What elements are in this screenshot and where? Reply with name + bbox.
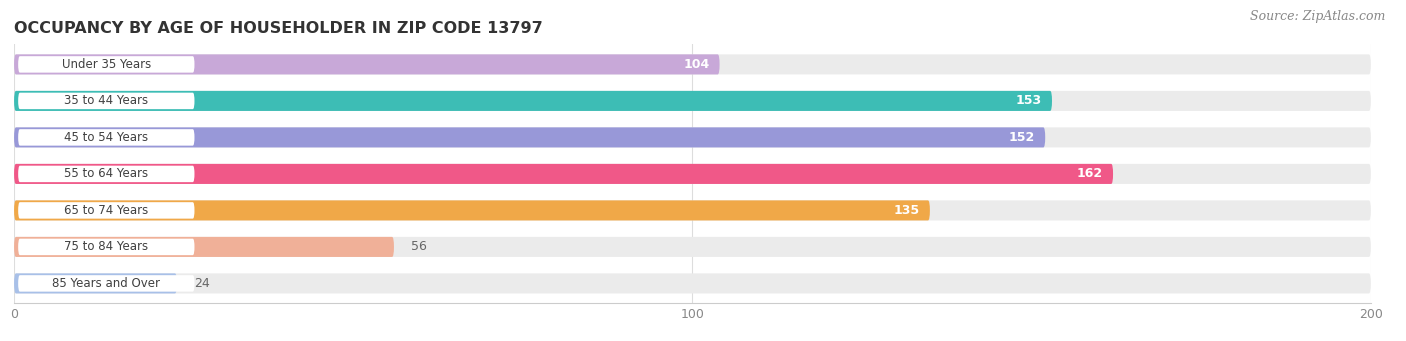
Text: 85 Years and Over: 85 Years and Over xyxy=(52,277,160,290)
Text: 162: 162 xyxy=(1077,167,1102,180)
Text: 135: 135 xyxy=(894,204,920,217)
FancyBboxPatch shape xyxy=(18,202,194,219)
Text: 45 to 54 Years: 45 to 54 Years xyxy=(65,131,149,144)
Text: 24: 24 xyxy=(194,277,209,290)
FancyBboxPatch shape xyxy=(14,164,1114,184)
FancyBboxPatch shape xyxy=(14,201,1371,220)
FancyBboxPatch shape xyxy=(14,54,720,74)
FancyBboxPatch shape xyxy=(14,273,177,294)
FancyBboxPatch shape xyxy=(14,91,1371,111)
FancyBboxPatch shape xyxy=(18,275,194,292)
Text: OCCUPANCY BY AGE OF HOUSEHOLDER IN ZIP CODE 13797: OCCUPANCY BY AGE OF HOUSEHOLDER IN ZIP C… xyxy=(14,21,543,36)
FancyBboxPatch shape xyxy=(14,237,1371,257)
Text: 104: 104 xyxy=(683,58,710,71)
FancyBboxPatch shape xyxy=(14,201,929,220)
Text: 56: 56 xyxy=(411,240,427,253)
FancyBboxPatch shape xyxy=(14,54,1371,74)
FancyBboxPatch shape xyxy=(14,128,1371,147)
FancyBboxPatch shape xyxy=(14,237,394,257)
FancyBboxPatch shape xyxy=(18,239,194,255)
Text: 55 to 64 Years: 55 to 64 Years xyxy=(65,167,149,180)
FancyBboxPatch shape xyxy=(14,273,1371,294)
Text: Under 35 Years: Under 35 Years xyxy=(62,58,150,71)
FancyBboxPatch shape xyxy=(18,56,194,73)
Text: 65 to 74 Years: 65 to 74 Years xyxy=(65,204,149,217)
FancyBboxPatch shape xyxy=(18,129,194,146)
Text: Source: ZipAtlas.com: Source: ZipAtlas.com xyxy=(1250,10,1385,23)
FancyBboxPatch shape xyxy=(14,128,1045,147)
Text: 75 to 84 Years: 75 to 84 Years xyxy=(65,240,149,253)
FancyBboxPatch shape xyxy=(14,164,1371,184)
FancyBboxPatch shape xyxy=(18,166,194,182)
FancyBboxPatch shape xyxy=(18,93,194,109)
Text: 153: 153 xyxy=(1015,94,1042,107)
Text: 35 to 44 Years: 35 to 44 Years xyxy=(65,94,149,107)
Text: 152: 152 xyxy=(1008,131,1035,144)
FancyBboxPatch shape xyxy=(14,91,1052,111)
